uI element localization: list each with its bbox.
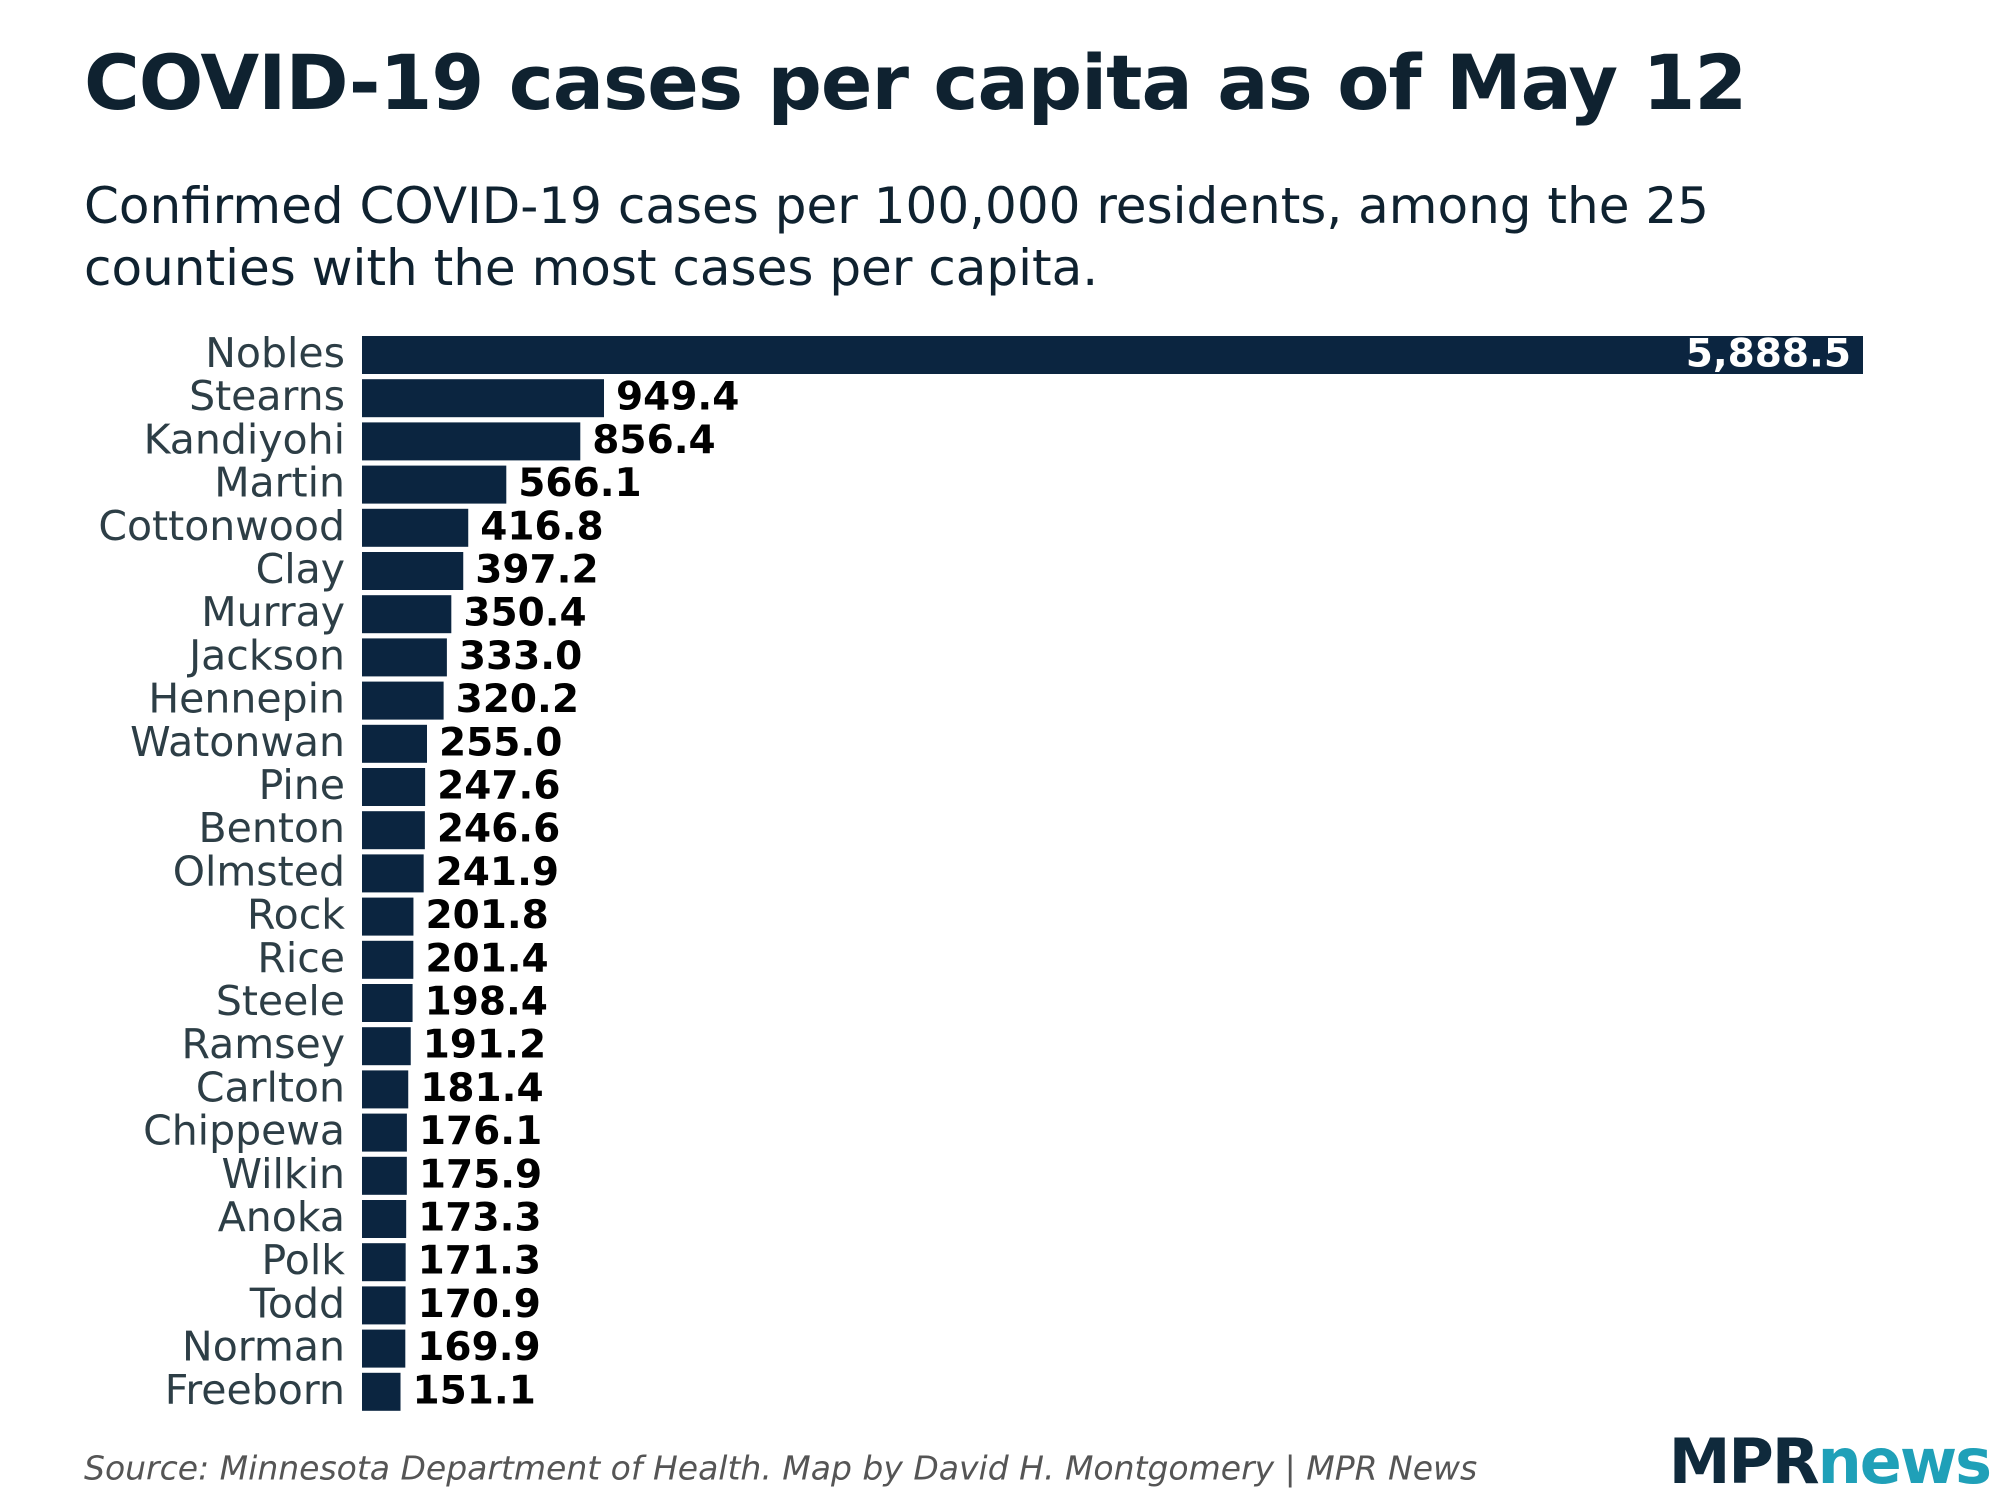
- bar: [362, 508, 469, 547]
- bar: [362, 638, 447, 677]
- bar: [362, 422, 581, 461]
- category-label: Clay: [256, 545, 345, 593]
- bar: [362, 379, 605, 418]
- bar: [362, 1372, 401, 1411]
- value-label: 247.6: [437, 764, 560, 809]
- category-label: Rice: [257, 934, 345, 982]
- category-label: Todd: [249, 1279, 345, 1327]
- value-label: 175.9: [419, 1152, 542, 1197]
- bar: [362, 1200, 407, 1238]
- value-label: 170.9: [418, 1282, 541, 1327]
- value-label: 5,888.5: [1686, 332, 1851, 377]
- bar: [362, 681, 444, 720]
- bar: [362, 897, 414, 936]
- category-label: Benton: [199, 804, 345, 852]
- category-label: Rock: [247, 891, 345, 939]
- bar: [362, 1027, 411, 1066]
- bar: [362, 1243, 406, 1282]
- chart-title: COVID-19 cases per capita as of May 12: [84, 38, 1747, 127]
- source-note: Source: Minnesota Department of Health. …: [84, 1449, 1477, 1488]
- bar: [362, 1286, 406, 1325]
- category-label: Wilkin: [221, 1150, 345, 1198]
- value-label: 151.1: [413, 1368, 536, 1413]
- bar: [362, 1156, 407, 1195]
- bar: [362, 854, 424, 893]
- value-label: 246.6: [437, 807, 560, 852]
- category-label: Jackson: [186, 631, 345, 679]
- chart-subtitle: Confirmed COVID-19 cases per 100,000 res…: [84, 177, 1709, 297]
- bar: [362, 1070, 409, 1109]
- category-label: Kandiyohi: [144, 415, 345, 463]
- value-label: 181.4: [420, 1066, 543, 1111]
- category-label: Watonwan: [130, 718, 345, 766]
- bar: [362, 768, 426, 806]
- category-label: Olmsted: [173, 847, 345, 895]
- category-label: Polk: [262, 1236, 346, 1284]
- bar: [362, 552, 464, 590]
- category-label: Pine: [259, 761, 345, 809]
- value-label: 176.1: [419, 1109, 542, 1154]
- value-label: 416.8: [480, 504, 603, 549]
- category-label: Stearns: [189, 372, 345, 420]
- category-label: Martin: [214, 459, 345, 507]
- value-label: 173.3: [418, 1196, 541, 1241]
- logo-mpr: MPR: [1669, 1425, 1819, 1498]
- bar: [362, 811, 425, 850]
- category-label: Hennepin: [148, 675, 345, 723]
- category-label: Ramsey: [182, 1020, 346, 1068]
- value-label: 198.4: [425, 980, 548, 1025]
- category-label: Carlton: [196, 1063, 345, 1111]
- value-label: 320.2: [456, 677, 579, 722]
- value-label: 350.4: [463, 591, 586, 636]
- value-label: 171.3: [418, 1239, 541, 1284]
- value-label: 241.9: [436, 850, 559, 895]
- bar: [362, 984, 413, 1022]
- bar: [362, 1113, 407, 1152]
- value-label: 566.1: [518, 461, 641, 506]
- value-label: 191.2: [423, 1023, 546, 1068]
- category-label: Nobles: [205, 329, 345, 377]
- bar: [362, 1329, 406, 1368]
- category-label: Freeborn: [165, 1366, 345, 1414]
- logo-news: news: [1818, 1425, 1990, 1498]
- bar: [362, 465, 507, 504]
- value-label: 949.4: [616, 375, 739, 420]
- value-label: 397.2: [475, 548, 598, 593]
- value-label: 169.9: [417, 1325, 540, 1370]
- category-label: Chippewa: [143, 1107, 345, 1155]
- category-label: Murray: [201, 588, 345, 636]
- category-label: Norman: [182, 1323, 345, 1371]
- value-label: 255.0: [439, 720, 562, 765]
- bar: [362, 940, 414, 979]
- value-label: 201.4: [425, 936, 548, 981]
- logo: MPRnews: [1669, 1425, 1990, 1498]
- bar: [362, 724, 428, 763]
- value-label: 333.0: [459, 634, 582, 679]
- category-label: Cottonwood: [98, 502, 345, 550]
- value-label: 856.4: [592, 418, 715, 463]
- bar: [362, 336, 1863, 374]
- category-label: Steele: [216, 977, 345, 1025]
- category-label: Anoka: [218, 1193, 345, 1241]
- value-label: 201.8: [425, 893, 548, 938]
- bar: [362, 595, 452, 634]
